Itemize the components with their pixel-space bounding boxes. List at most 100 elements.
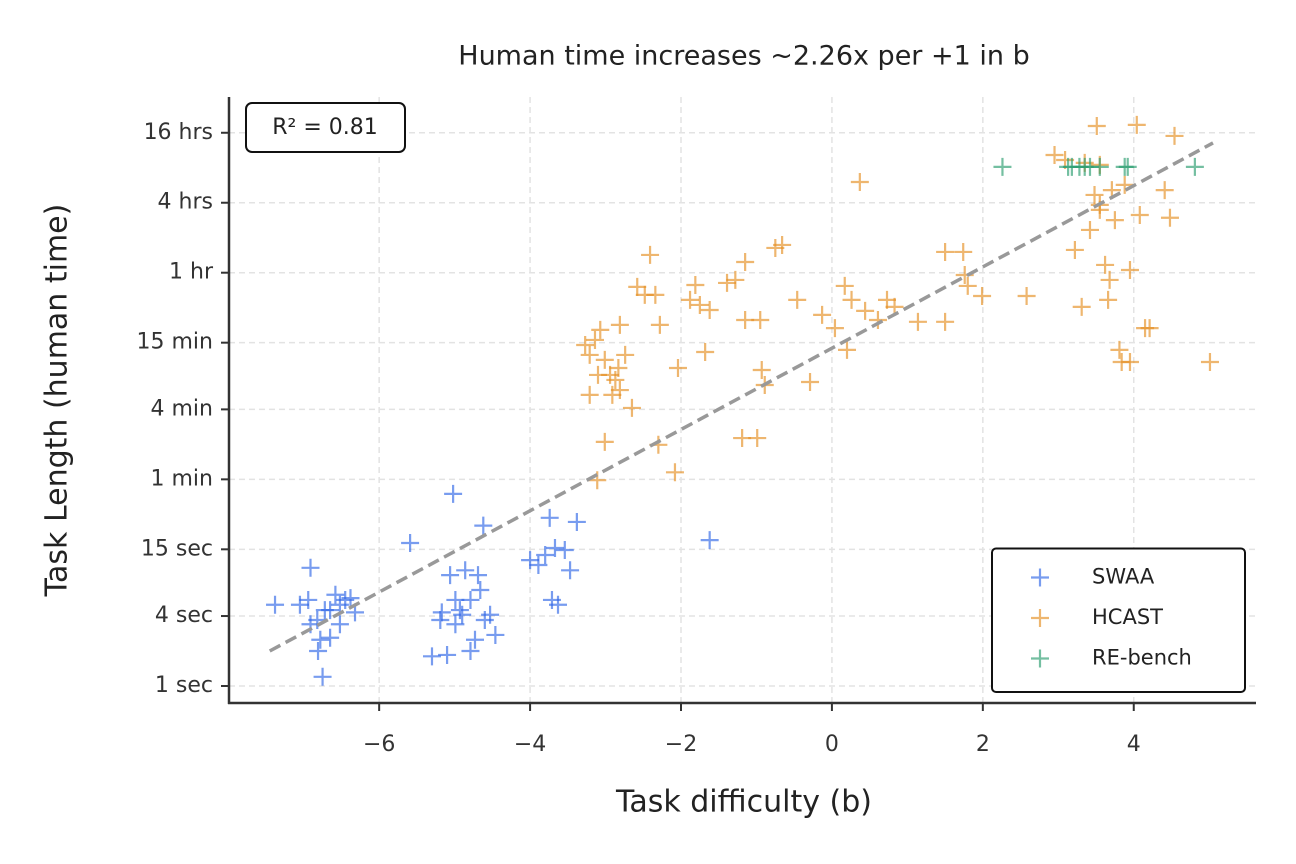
plot-area	[266, 115, 1219, 686]
point	[628, 277, 647, 296]
point	[1115, 175, 1134, 194]
point	[595, 350, 614, 369]
point	[603, 385, 622, 404]
x-tick-label: 0	[825, 732, 839, 757]
trend-line	[268, 141, 1214, 653]
point	[609, 358, 628, 377]
legend-label: SWAA	[1092, 565, 1155, 589]
point	[751, 311, 770, 330]
y-tick-label: 4 hrs	[158, 190, 213, 215]
point	[536, 546, 555, 565]
point	[481, 605, 500, 624]
point	[1200, 352, 1219, 371]
point	[1100, 270, 1119, 289]
point	[773, 235, 792, 254]
point	[313, 667, 332, 686]
point	[432, 603, 451, 622]
point	[438, 645, 457, 664]
x-tick-label: −4	[514, 732, 546, 757]
point	[540, 508, 559, 527]
point	[453, 605, 472, 624]
point	[700, 300, 719, 319]
point	[1130, 205, 1149, 224]
point	[718, 273, 737, 292]
y-tick-label: 15 sec	[141, 536, 213, 561]
point	[266, 595, 285, 614]
point	[748, 429, 767, 448]
point	[1072, 297, 1091, 316]
point	[1085, 185, 1104, 204]
point	[646, 285, 665, 304]
point	[606, 370, 625, 389]
point	[461, 590, 480, 609]
point	[936, 242, 955, 261]
y-tick-label: 15 min	[137, 330, 213, 355]
point	[736, 253, 755, 272]
point	[993, 157, 1012, 176]
x-tick-label: 2	[976, 732, 990, 757]
point	[456, 561, 475, 580]
y-tick-label: 4 sec	[155, 603, 213, 628]
point	[641, 245, 660, 264]
point	[326, 585, 345, 604]
point	[973, 286, 992, 305]
point	[529, 555, 548, 574]
point	[665, 463, 684, 482]
point	[290, 595, 309, 614]
point	[1120, 352, 1139, 371]
point	[850, 173, 869, 192]
point	[588, 365, 607, 384]
point	[936, 312, 955, 331]
point	[549, 595, 568, 614]
point	[401, 534, 420, 553]
x-tick-label: 4	[1127, 732, 1141, 757]
point	[486, 625, 505, 644]
point	[545, 538, 564, 557]
legend: SWAA HCAST RE-bench	[991, 547, 1246, 693]
y-tick-label: 1 sec	[155, 673, 213, 698]
point	[842, 290, 861, 309]
point	[1087, 116, 1106, 135]
point	[700, 531, 719, 550]
y-tick-label: 16 hrs	[144, 120, 213, 145]
point	[341, 589, 360, 608]
point	[567, 512, 586, 531]
point	[908, 312, 927, 331]
point	[610, 381, 629, 400]
point	[431, 610, 450, 629]
point	[825, 319, 844, 338]
legend-marker	[1031, 568, 1049, 587]
point	[521, 551, 540, 570]
point	[668, 358, 687, 377]
point	[446, 615, 465, 634]
annotation: R² = 0.81	[272, 115, 378, 140]
y-axis-label: Task Length (human time)	[40, 204, 75, 598]
point	[1127, 115, 1146, 134]
point	[469, 566, 488, 585]
point	[868, 311, 887, 330]
point	[311, 630, 330, 649]
point	[1090, 157, 1109, 176]
point	[681, 290, 700, 309]
annotation-box	[245, 102, 406, 153]
point	[580, 345, 599, 364]
point	[299, 590, 318, 609]
point	[595, 432, 614, 451]
point	[1099, 290, 1118, 309]
point	[444, 484, 463, 503]
point	[1096, 255, 1115, 274]
point	[1080, 220, 1099, 239]
point	[1017, 286, 1036, 305]
point	[622, 398, 641, 417]
point	[461, 642, 480, 661]
point	[835, 276, 854, 295]
point	[1045, 145, 1064, 164]
point	[330, 615, 349, 634]
point	[690, 295, 709, 314]
point	[696, 343, 715, 362]
point	[958, 276, 977, 295]
point	[588, 471, 607, 490]
point	[838, 340, 857, 359]
point	[576, 335, 595, 354]
